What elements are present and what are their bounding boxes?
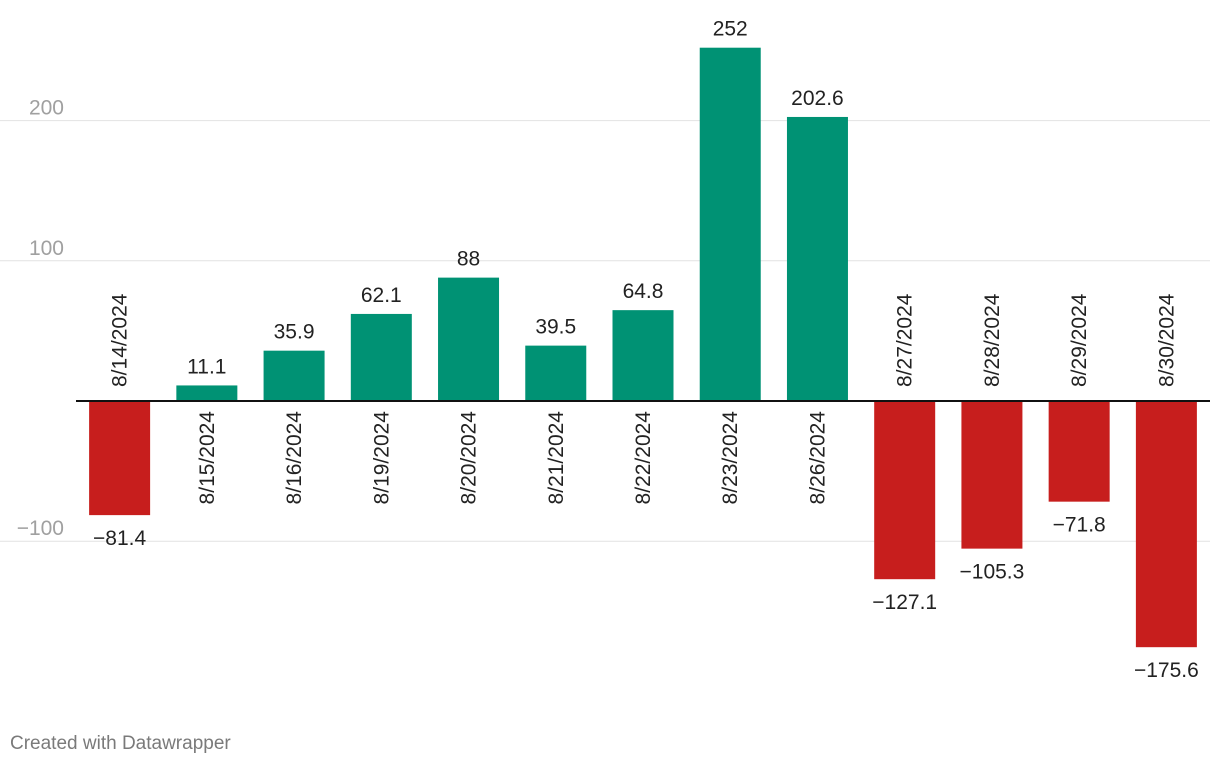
bar (525, 345, 587, 401)
y-tick-label: 100 (29, 237, 64, 260)
value-label: −175.6 (1134, 659, 1199, 682)
category-label: 8/16/2024 (283, 411, 306, 505)
credit-text[interactable]: Created with Datawrapper (10, 733, 231, 754)
y-tick-label: 200 (29, 97, 64, 120)
bar-chart: −100 100 200 −81.4 8/14/2024 11.1 8/15/2024 35… (0, 18, 1210, 682)
bar (874, 401, 936, 580)
category-label: 8/27/2024 (894, 293, 917, 387)
value-label: −71.8 (1053, 514, 1106, 537)
value-label: −81.4 (93, 527, 146, 550)
value-label: −105.3 (960, 561, 1025, 584)
bar (89, 401, 151, 516)
category-label: 8/29/2024 (1068, 293, 1091, 387)
value-label: 39.5 (535, 316, 576, 339)
value-label: 11.1 (187, 355, 226, 378)
bar (1135, 401, 1197, 648)
bar (438, 277, 500, 401)
category-label: 8/19/2024 (370, 411, 393, 505)
category-label: 8/14/2024 (109, 293, 132, 387)
bar (350, 313, 412, 401)
category-label: 8/23/2024 (719, 411, 742, 505)
category-label: 8/22/2024 (632, 411, 655, 505)
category-label: 8/15/2024 (196, 411, 219, 505)
bar (786, 116, 848, 401)
value-label: 88 (457, 248, 480, 271)
category-label: 8/30/2024 (1155, 293, 1178, 387)
category-label: 8/20/2024 (458, 411, 481, 505)
y-tick-label: −100 (17, 517, 64, 540)
value-label: 62.1 (361, 284, 402, 307)
bar (1048, 401, 1110, 502)
category-label: 8/21/2024 (545, 411, 568, 505)
value-label: −127.1 (872, 591, 937, 614)
bar (699, 47, 761, 402)
bar (263, 350, 325, 401)
category-label: 8/26/2024 (806, 411, 829, 505)
value-label: 35.9 (274, 321, 315, 344)
value-label: 252 (713, 18, 748, 41)
gridlines: −100 100 200 (0, 97, 1210, 542)
category-label: 8/28/2024 (981, 293, 1004, 387)
value-label: 64.8 (623, 280, 664, 303)
value-label: 202.6 (791, 87, 844, 110)
bar (612, 310, 674, 401)
bar (176, 385, 238, 401)
labels: −81.4 8/14/2024 11.1 8/15/2024 35.9 8/16/2024… (93, 18, 1199, 682)
bars (76, 47, 1210, 648)
bar (961, 401, 1023, 549)
